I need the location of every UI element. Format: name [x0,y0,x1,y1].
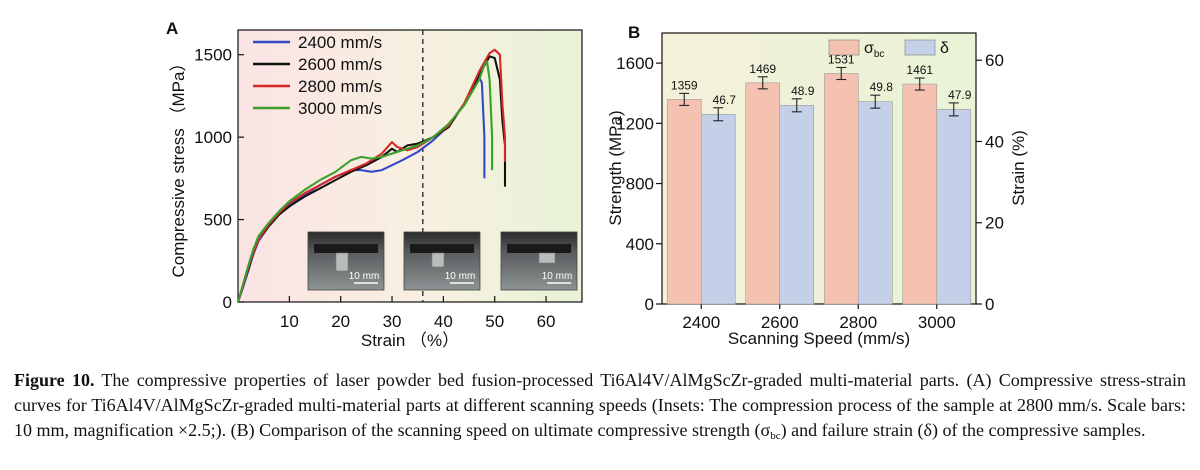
legend-label: 2800 mm/s [298,77,382,96]
legend-label-main: σ [864,40,874,57]
inset-scale-label: 10 mm [542,271,573,282]
panel-b-y2-axis-label: Strain (%) [1009,130,1028,206]
legend-label: δ [940,40,949,57]
x-tick-label: 3000 [918,313,956,332]
data-label: 47.9 [948,88,972,102]
inset-photo-3: 10 mm [500,231,578,291]
x-tick-label: 10 [280,312,299,331]
inset-platen [507,244,571,253]
data-label: 48.9 [791,84,815,98]
legend-label-sub: bc [874,49,885,60]
figure-caption-text-2: ) and failure strain (δ) of the compress… [780,420,1146,440]
x-tick-label: 2400 [682,313,720,332]
y-tick-label: 1000 [194,128,232,147]
legend-swatch [904,39,936,56]
legend-label: 3000 mm/s [298,99,382,118]
y-tick-label: 500 [204,211,232,230]
legend-label-main: δ [940,40,949,57]
data-label: 1531 [828,52,855,66]
y2-tick-label: 20 [985,214,1004,233]
bar-strain [857,101,893,305]
panel-b-legend: σbc δ [828,39,949,60]
inset-scale-label: 10 mm [445,271,476,282]
x-tick-label: 20 [331,312,350,331]
figure-caption-label: Figure 10. [14,370,95,390]
data-label: 1469 [749,62,776,76]
y-tick-label: 800 [626,175,654,194]
bar-strength [666,99,702,305]
data-label: 46.7 [713,93,737,107]
panel-a-axes: 10 20 30 40 50 60 0 500 1000 1500 [194,46,555,331]
panel-a-x-axis-label: Strain （%） [361,331,459,350]
bar-strength [902,83,938,305]
x-tick-label: 40 [434,312,453,331]
y-tick-label: 1600 [616,54,654,73]
inset-photo-2: 10 mm [403,231,481,291]
inset-platen [314,244,378,253]
y2-tick-label: 0 [985,295,994,314]
y-tick-label: 400 [626,235,654,254]
x-tick-label: 50 [485,312,504,331]
data-label: 1461 [906,63,933,77]
figure-caption-subscript: bc [770,430,781,442]
y2-tick-label: 40 [985,132,1004,151]
x-tick-label: 60 [537,312,556,331]
panel-b-x-axis-label: Scanning Speed (mm/s) [728,329,910,348]
data-label: 49.8 [870,80,894,94]
panel-a-series [236,48,507,303]
x-tick-label: 2600 [761,313,799,332]
x-tick-label: 30 [383,312,402,331]
y-tick-label: 0 [645,295,654,314]
inset-scale-label: 10 mm [349,271,380,282]
inset-sample [335,252,349,272]
panel-b-axes: 0 400 800 1200 1600 0 20 40 60 2400 2600 2800 3000 [616,51,1004,332]
y-tick-label: 1500 [194,46,232,65]
inset-photo-1: 10 mm [307,231,385,291]
panel-a-insets: 10 mm 10 mm 10 mm [307,231,578,291]
bar-strength [823,73,859,305]
inset-sample [538,252,556,264]
legend-label: 2600 mm/s [298,55,382,74]
inset-sample [431,252,445,268]
panel-a-label: A [166,19,178,38]
figure-caption: Figure 10. The compressive properties of… [14,368,1186,449]
y-tick-label: 1200 [616,114,654,133]
x-tick-label: 2800 [839,313,877,332]
panel-b-y-axis-label: Strength (MPa) [606,110,625,225]
legend-label: σbc [864,40,884,60]
data-label: 1359 [671,78,698,92]
figure-caption-text-1: The compressive properties of laser powd… [14,370,1186,440]
panel-a-y-axis-label: Compressive stress （MPa） [169,55,188,278]
y2-tick-label: 60 [985,51,1004,70]
bar-strain [779,105,815,305]
legend-label: 2400 mm/s [298,33,382,52]
bar-strain [936,109,972,305]
series-line-3000 [236,60,494,303]
panel-b-bars: 1359 46.7 1469 48.9 1531 49.8 1461 47.9 [666,52,972,305]
series-line-2800 [236,48,507,303]
panel-a-legend: 2400 mm/s 2600 mm/s 2800 mm/s 3000 mm/s [253,33,382,118]
panel-b-label: B [628,23,640,42]
y-tick-label: 0 [223,293,232,312]
bar-strain [700,113,736,305]
inset-platen [410,244,474,253]
legend-swatch [828,39,860,56]
bar-strength [745,82,781,305]
